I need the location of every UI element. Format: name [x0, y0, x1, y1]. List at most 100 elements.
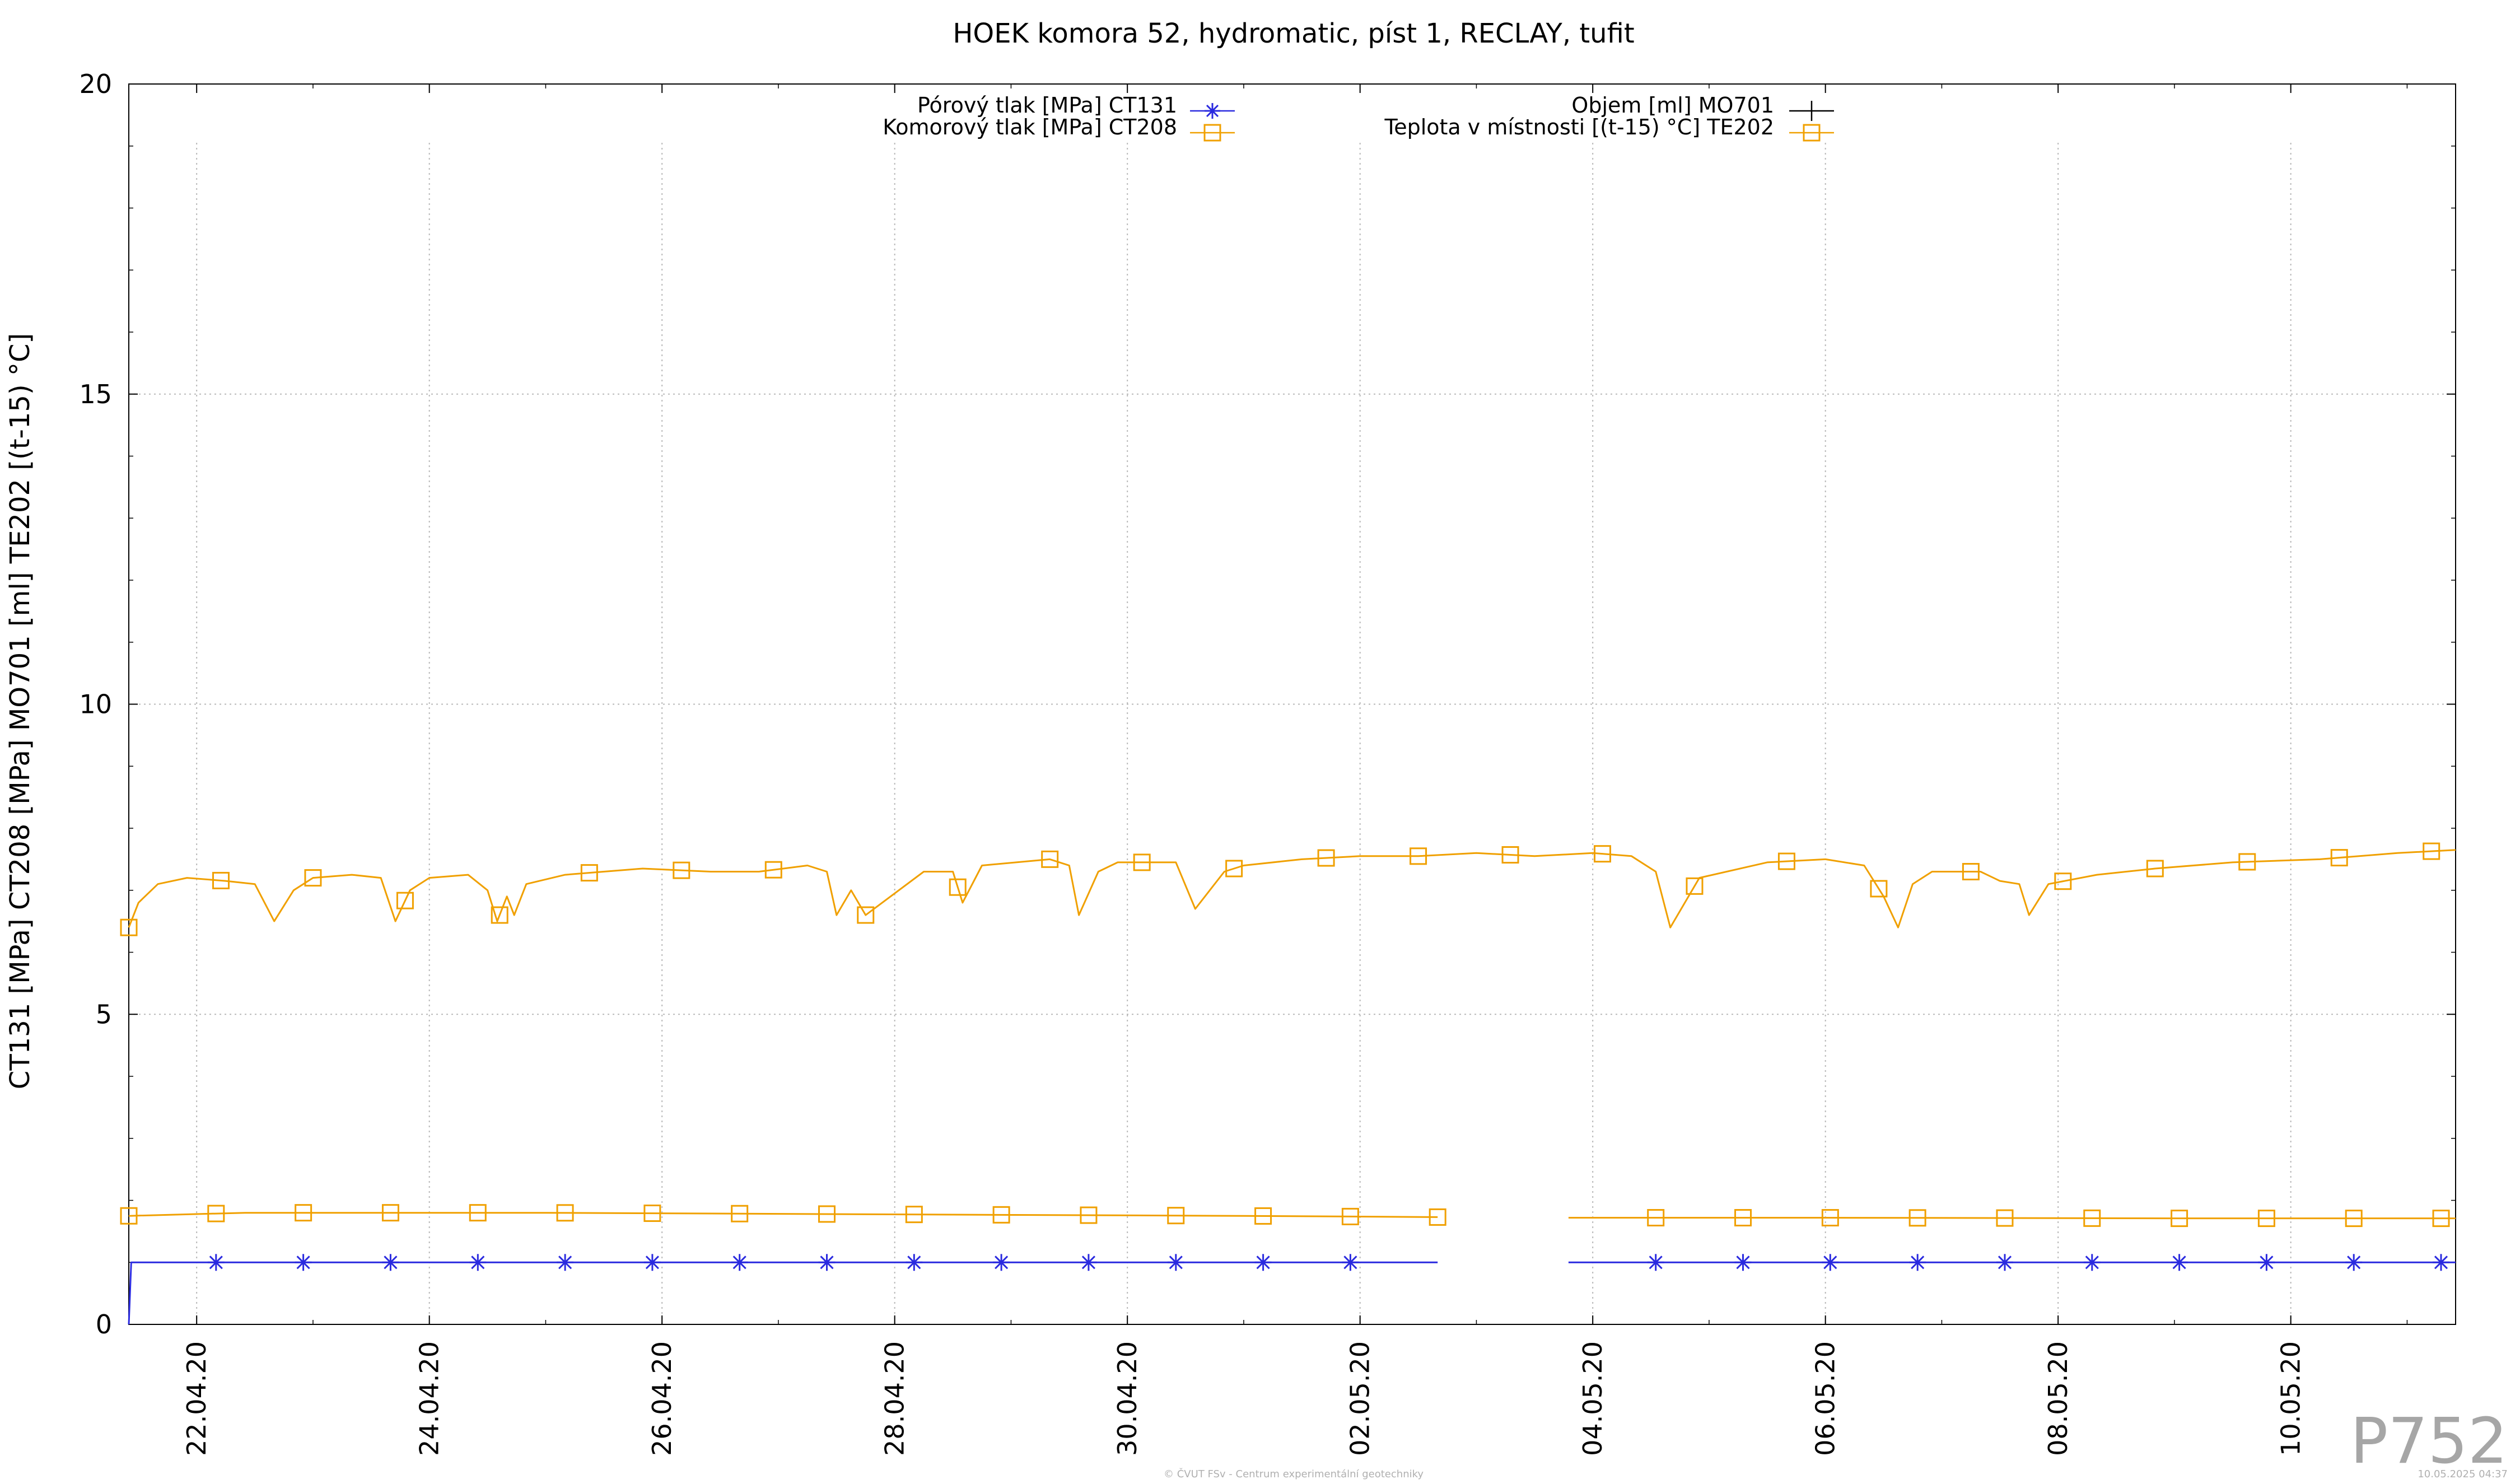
x-tick-label: 28.04.20	[880, 1341, 910, 1456]
data-point	[212, 871, 230, 889]
data-point	[764, 861, 782, 879]
data-point-stroke	[2085, 1256, 2099, 1270]
y-tick-label: 15	[79, 379, 112, 409]
data-point	[382, 1254, 399, 1271]
legend-label-ct131: Pórový tlak [MPa] CT131	[917, 93, 1177, 118]
data-point-stroke	[995, 1256, 1009, 1270]
data-point	[1167, 1207, 1185, 1225]
data-point-stroke	[2347, 1256, 2361, 1270]
legend-label-mo701: Objem [ml] MO701	[1571, 93, 1774, 118]
data-point-stroke	[471, 1256, 485, 1270]
data-point	[818, 1205, 836, 1223]
data-point-stroke	[2172, 1256, 2186, 1270]
data-point	[2432, 1210, 2450, 1228]
series-lines	[128, 849, 2456, 1325]
data-point	[1167, 1254, 1184, 1271]
data-point	[120, 1207, 138, 1225]
data-point	[295, 1204, 312, 1222]
x-tick-label: 02.05.20	[1345, 1341, 1375, 1456]
data-point-stroke	[1649, 1256, 1663, 1270]
data-point	[120, 918, 138, 936]
data-point	[1647, 1209, 1665, 1227]
x-tick-label: 26.04.20	[647, 1341, 677, 1456]
data-point	[673, 861, 690, 879]
x-tick-label: 30.04.20	[1112, 1341, 1142, 1456]
data-point	[1962, 863, 1980, 881]
y-tick-label: 10	[79, 689, 112, 720]
data-point	[993, 1254, 1010, 1271]
x-tick-label: 08.05.20	[2043, 1341, 2073, 1456]
data-point	[1080, 1206, 1098, 1224]
y-tick-label: 0	[96, 1309, 112, 1340]
data-point	[2054, 872, 2072, 890]
footer-timestamp: 10.05.2025 04:37	[2418, 1468, 2508, 1480]
series-line-3-0	[128, 849, 2456, 928]
data-point	[556, 1204, 574, 1222]
data-point	[2433, 1254, 2449, 1271]
series-line-1-1	[1568, 1217, 2456, 1220]
data-point	[580, 864, 598, 882]
legend-item-te202: Teplota v místnosti [(t-15) °C] TE202	[1384, 115, 1834, 142]
data-point	[304, 869, 322, 887]
data-point-stroke	[296, 1256, 310, 1270]
data-point	[469, 1204, 487, 1222]
legend-item-ct208: Komorový tlak [MPa] CT208	[883, 115, 1235, 142]
data-point-stroke	[2260, 1256, 2274, 1270]
data-point	[1594, 845, 1611, 863]
data-point	[2083, 1209, 2101, 1227]
data-point-stroke	[1823, 1256, 1837, 1270]
data-point	[1996, 1254, 2013, 1271]
data-point	[396, 892, 414, 909]
data-point-stroke	[1343, 1256, 1357, 1270]
data-point	[2238, 853, 2256, 871]
data-point	[1996, 1209, 2014, 1227]
data-point-stroke	[1736, 1256, 1750, 1270]
data-point	[2083, 1254, 2101, 1271]
data-point-stroke	[907, 1256, 921, 1270]
data-point	[381, 1204, 399, 1222]
x-tick-label: 10.05.20	[2276, 1341, 2306, 1456]
series-markers	[120, 842, 2450, 1271]
data-point	[1686, 877, 1704, 895]
series-line-0-0	[128, 1261, 1438, 1325]
data-point	[1133, 853, 1151, 871]
data-point	[2257, 1210, 2275, 1228]
chart-title: HOEK komora 52, hydromatic, píst 1, RECL…	[953, 18, 1634, 49]
data-point	[1429, 1208, 1446, 1226]
data-point	[557, 1254, 574, 1271]
data-point-stroke	[645, 1256, 659, 1270]
data-point	[731, 1205, 749, 1222]
data-point	[1341, 1207, 1359, 1225]
data-point-stroke	[1169, 1256, 1183, 1270]
data-point	[295, 1254, 312, 1271]
data-point-stroke	[2434, 1256, 2448, 1270]
data-point	[491, 906, 508, 924]
x-tick-label: 24.04.20	[414, 1341, 445, 1456]
data-point-stroke	[1256, 1256, 1270, 1270]
data-point	[1822, 1254, 1839, 1271]
data-point	[857, 906, 875, 924]
legend-label-te202: Teplota v místnosti [(t-15) °C] TE202	[1384, 115, 1774, 139]
data-point	[1647, 1254, 1664, 1271]
grid	[129, 143, 2456, 1324]
data-point	[1777, 852, 1795, 870]
data-point	[643, 1205, 661, 1222]
data-point	[207, 1205, 225, 1222]
data-point	[905, 1206, 923, 1224]
y-axis-label: CT131 [MPa] CT208 [MPa] MO701 [ml] TE202…	[4, 333, 36, 1089]
data-point	[1254, 1254, 1272, 1271]
data-point	[2423, 842, 2440, 860]
data-point	[992, 1206, 1010, 1224]
y-axis: 0 5 10 15 20	[79, 69, 2456, 1340]
data-point	[2171, 1210, 2188, 1228]
data-point	[906, 1254, 923, 1271]
data-point-stroke	[1998, 1256, 2012, 1270]
data-point	[1080, 1254, 1097, 1271]
data-point-stroke	[1911, 1256, 1925, 1270]
legend-label-ct208: Komorový tlak [MPa] CT208	[883, 115, 1177, 139]
data-point	[1041, 850, 1059, 868]
y-tick-label: 20	[79, 69, 112, 99]
legend-item-mo701: Objem [ml] MO701	[1571, 93, 1834, 121]
data-point	[1821, 1209, 1839, 1227]
